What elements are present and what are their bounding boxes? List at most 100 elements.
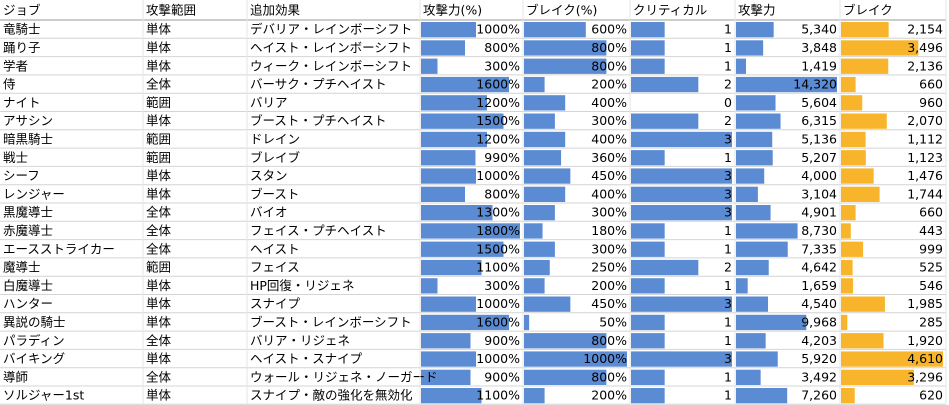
- data-bar: [841, 58, 889, 74]
- data-bar: [736, 223, 798, 239]
- numeric-cell: 1100%: [476, 260, 520, 275]
- numeric-cell: 1,419: [801, 58, 837, 73]
- data-bar: [841, 186, 880, 202]
- numeric-cell: 300%: [484, 278, 520, 293]
- numeric-cell: 4,540: [801, 296, 837, 311]
- data-bar: [524, 131, 566, 148]
- data-bar: [524, 314, 530, 331]
- column-header: ジョブ: [3, 3, 41, 18]
- text-cell: フェイス・プチヘイスト: [250, 223, 387, 238]
- data-bar: [421, 333, 471, 349]
- data-bar: [631, 241, 665, 257]
- text-cell: 単体: [146, 296, 172, 311]
- data-bar: [841, 333, 884, 349]
- data-bar: [524, 168, 571, 184]
- text-cell: 単体: [146, 278, 172, 293]
- numeric-cell: 1800%: [476, 223, 520, 238]
- text-cell: アサシン: [3, 113, 53, 128]
- column-header: クリティカル: [633, 3, 707, 18]
- data-bar: [421, 150, 476, 166]
- numeric-cell: 450%: [591, 296, 627, 311]
- numeric-cell: 1500%: [476, 241, 520, 256]
- data-bar: [524, 278, 545, 294]
- text-cell: 範囲: [146, 260, 171, 275]
- numeric-cell: 300%: [591, 241, 627, 256]
- text-cell: ウィーク・レインボーシフト: [250, 58, 412, 73]
- numeric-cell: 800%: [484, 40, 520, 55]
- numeric-cell: 960: [919, 95, 943, 110]
- data-bar: [631, 40, 665, 56]
- numeric-cell: 4,000: [801, 168, 837, 183]
- numeric-cell: 5,340: [801, 22, 837, 37]
- data-bar: [736, 351, 778, 367]
- text-cell: バイキング: [3, 351, 65, 366]
- text-cell: 侍: [3, 77, 16, 92]
- data-bar: [421, 76, 509, 93]
- data-bar: [524, 369, 607, 385]
- data-bar: [631, 278, 665, 294]
- text-cell: ブレイブ: [250, 150, 301, 165]
- text-cell: HP回復・リジェネ: [250, 278, 354, 293]
- text-cell: ドレイン: [250, 131, 300, 146]
- numeric-cell: 1600%: [476, 77, 520, 92]
- data-bar: [736, 22, 774, 38]
- data-bar: [736, 314, 807, 331]
- numeric-cell: 180%: [591, 223, 627, 238]
- data-bar: [841, 40, 919, 56]
- numeric-cell: 1000%: [476, 22, 520, 37]
- data-bar: [736, 58, 747, 74]
- data-bar: [524, 241, 555, 257]
- data-bar: [421, 351, 476, 367]
- data-bar: [421, 314, 509, 331]
- data-bar: [631, 314, 665, 331]
- numeric-cell: 1: [724, 40, 732, 55]
- cells: ジョブ 攻撃範囲 追加効果 攻撃力(%) ブレイク(%) クリティカル 攻撃力 ブレイク竜騎士…: [3, 3, 943, 403]
- data-bar: [736, 113, 781, 129]
- numeric-cell: 400%: [591, 186, 627, 201]
- text-cell: 全体: [146, 223, 172, 238]
- numeric-cell: 999: [919, 241, 943, 256]
- numeric-cell: 300%: [591, 205, 627, 220]
- numeric-cell: 3,492: [801, 369, 837, 384]
- data-bar: [524, 22, 586, 38]
- numeric-cell: 1,985: [907, 296, 943, 311]
- numeric-cell: 200%: [591, 77, 627, 92]
- numeric-cell: 1: [724, 278, 732, 293]
- data-bar: [631, 186, 732, 202]
- data-bar: [524, 351, 627, 367]
- data-bar: [736, 388, 788, 404]
- text-cell: ヘイスト・レインボーシフト: [250, 40, 412, 55]
- numeric-cell: 2,070: [907, 113, 943, 128]
- numeric-cell: 3,104: [801, 186, 837, 201]
- numeric-cell: 443: [919, 223, 943, 238]
- data-bar: [524, 333, 607, 349]
- numeric-cell: 1: [724, 333, 732, 348]
- data-bar: [736, 278, 748, 294]
- numeric-cell: 1000%: [583, 351, 627, 366]
- text-cell: 単体: [146, 40, 172, 55]
- numeric-cell: 1: [724, 369, 732, 384]
- numeric-cell: 800%: [591, 40, 627, 55]
- text-cell: 単体: [146, 58, 172, 73]
- numeric-cell: 250%: [591, 260, 627, 275]
- data-bar: [421, 223, 520, 239]
- numeric-cell: 4,610: [907, 351, 943, 366]
- text-cell: 魔導士: [3, 260, 41, 275]
- numeric-cell: 3,296: [907, 369, 943, 384]
- data-bar: [841, 388, 855, 404]
- data-bar: [631, 168, 732, 184]
- numeric-cell: 450%: [591, 168, 627, 183]
- numeric-cell: 3: [724, 205, 732, 220]
- text-cell: 単体: [146, 168, 172, 183]
- column-header: 攻撃範囲: [146, 3, 196, 18]
- numeric-cell: 360%: [591, 150, 627, 165]
- numeric-cell: 800%: [591, 333, 627, 348]
- text-cell: デバリア・レインボーシフト: [250, 22, 412, 37]
- text-cell: バリア: [250, 95, 288, 110]
- numeric-cell: 1,476: [907, 168, 943, 183]
- numeric-cell: 5,604: [801, 95, 837, 110]
- numeric-cell: 1600%: [476, 314, 520, 329]
- column-header: ブレイク: [843, 3, 893, 18]
- data-bar: [421, 113, 504, 129]
- data-bar: [736, 168, 765, 184]
